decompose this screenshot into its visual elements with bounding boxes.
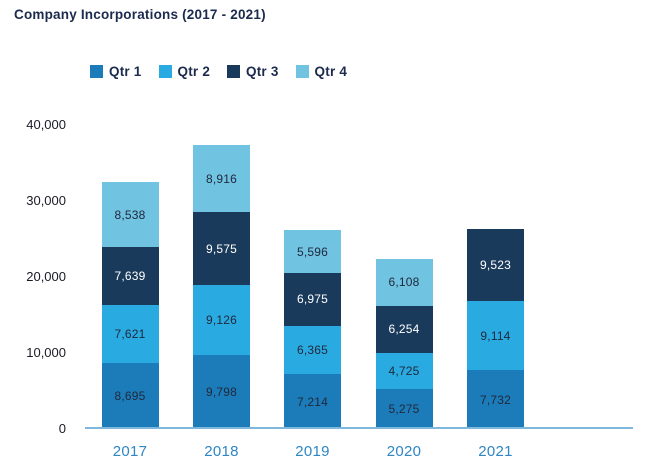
bar-segment-qtr-3-2018: 9,575 [193, 212, 250, 286]
legend-item-qtr-3: Qtr 3 [227, 64, 279, 79]
y-axis-tick-label: 40,000 [26, 117, 66, 132]
bar-value-label: 7,621 [114, 326, 146, 341]
bar-value-label: 6,254 [388, 322, 420, 337]
bar-value-label: 5,275 [388, 401, 420, 416]
legend-swatch [227, 65, 241, 78]
bar-value-label: 6,975 [296, 292, 329, 307]
bar-value-label: 4,725 [388, 363, 420, 378]
legend-swatch [158, 65, 172, 78]
legend: Qtr 1 Qtr 2 Qtr 3 Qtr 4 [90, 64, 347, 79]
bar-segment-qtr-2-2019: 6,365 [284, 325, 341, 375]
legend-label: Qtr 2 [177, 64, 211, 79]
x-axis-label-2020: 2020 [386, 443, 422, 460]
bar-group-2019: 7,214 6,365 6,975 5,596 [284, 230, 341, 429]
x-axis-label-2017: 2017 [112, 443, 148, 460]
x-axis-label-2019: 2019 [295, 443, 330, 460]
bar-value-label: 8,916 [205, 171, 238, 186]
bar-segment-qtr-3-2021: 9,523 [467, 228, 524, 301]
legend-item-qtr-2: Qtr 2 [158, 64, 211, 79]
bar-segment-qtr-1-2020: 5,275 [375, 388, 433, 429]
bar-group-2018: 9,798 9,126 9,575 8,916 [193, 144, 250, 429]
legend-label: Qtr 3 [246, 64, 279, 79]
bar-value-label: 9,798 [205, 384, 238, 399]
bar-segment-qtr-2-2021: 9,114 [467, 300, 524, 371]
bar-value-label: 9,575 [205, 241, 238, 256]
bar-segment-qtr-1-2017: 8,695 [101, 362, 159, 429]
bar-group-2020: 5,275 4,725 6,254 6,108 [375, 259, 433, 429]
bar-group-2017: 8,695 7,621 7,639 8,538 [101, 182, 159, 429]
bar-segment-qtr-1-2019: 7,214 [284, 374, 341, 429]
bar-segment-qtr-4-2019: 5,596 [284, 230, 341, 273]
bar-value-label: 6,108 [388, 275, 420, 290]
bar-group-2021: 7,732 9,114 9,523 [467, 228, 524, 429]
x-axis-label-2018: 2018 [204, 443, 239, 460]
x-axis-line [85, 427, 633, 429]
bar-value-label: 6,365 [296, 343, 329, 357]
bar-value-label: 8,695 [114, 388, 146, 403]
bar-segment-qtr-4-2017: 8,538 [101, 182, 159, 247]
bar-segment-qtr-2-2020: 4,725 [375, 353, 433, 389]
y-axis-tick-label: 10,000 [26, 345, 66, 360]
bar-value-label: 7,732 [479, 392, 512, 407]
bar-value-label: 5,596 [296, 244, 329, 259]
bar-segment-qtr-3-2017: 7,639 [101, 246, 159, 306]
bar-segment-qtr-1-2021: 7,732 [467, 370, 524, 429]
legend-item-qtr-4: Qtr 4 [295, 64, 348, 79]
bar-segment-qtr-4-2018: 8,916 [193, 144, 250, 213]
bar-value-label: 9,523 [479, 257, 512, 272]
bar-segment-qtr-3-2020: 6,254 [375, 305, 433, 354]
y-axis-tick-label: 30,000 [26, 193, 66, 208]
bar-value-label: 9,126 [205, 312, 238, 327]
bar-segment-qtr-4-2020: 6,108 [375, 259, 433, 306]
legend-swatch [295, 65, 309, 78]
legend-label: Qtr 1 [109, 64, 142, 79]
chart-title: Company Incorporations (2017 - 2021) [14, 7, 266, 22]
bar-segment-qtr-2-2017: 7,621 [101, 305, 159, 363]
legend-item-qtr-1: Qtr 1 [90, 64, 142, 79]
legend-swatch [90, 65, 103, 78]
y-axis-tick-label: 0 [58, 421, 66, 436]
bar-value-label: 9,114 [480, 328, 511, 343]
bar-value-label: 7,639 [114, 268, 146, 283]
bar-segment-qtr-1-2018: 9,798 [193, 354, 250, 429]
legend-label: Qtr 4 [314, 64, 348, 79]
bar-segment-qtr-3-2019: 6,975 [284, 272, 341, 326]
bar-value-label: 8,538 [114, 207, 146, 222]
bar-segment-qtr-2-2018: 9,126 [193, 285, 250, 355]
bar-value-label: 7,214 [296, 394, 329, 409]
x-axis-label-2021: 2021 [478, 443, 513, 460]
y-axis-tick-label: 20,000 [26, 269, 66, 284]
